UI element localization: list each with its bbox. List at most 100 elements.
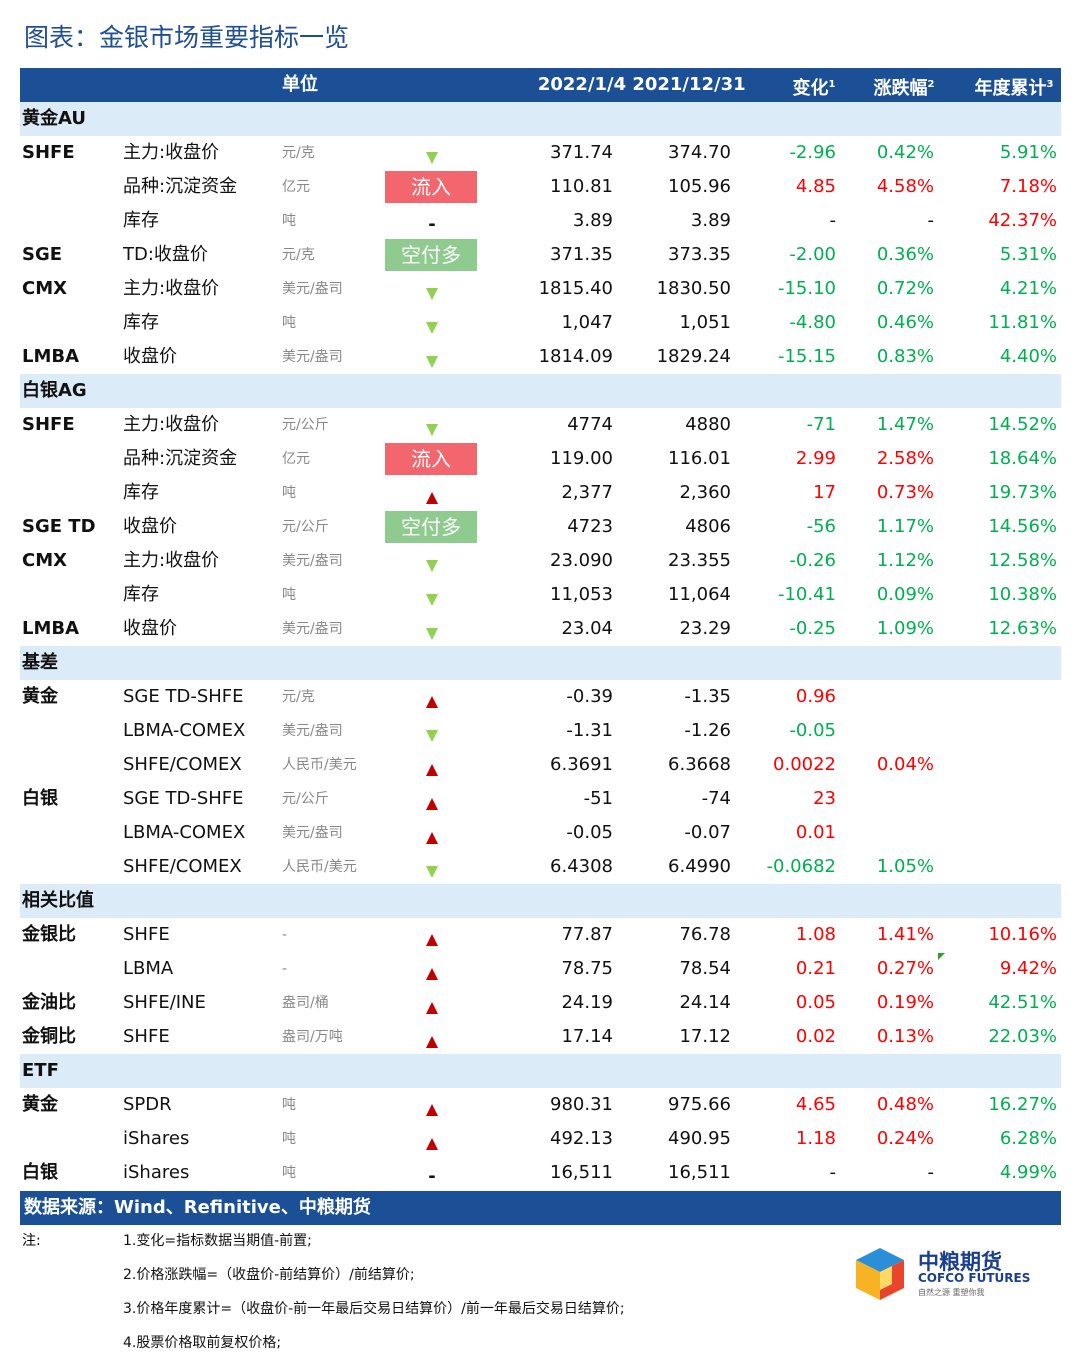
row-unit: - (282, 961, 288, 977)
signal-arrow (425, 490, 439, 504)
value-previous: 1830.50 (656, 278, 731, 299)
arrow (426, 424, 438, 436)
value-change: - (829, 210, 837, 231)
row-item: SHFE (123, 1026, 170, 1047)
row-group: LMBA (22, 346, 80, 367)
row-group: LMBA (22, 618, 80, 639)
value-change: 17 (813, 482, 836, 503)
value-change: -0.25 (789, 618, 836, 639)
arrow (426, 288, 438, 300)
value-current: 119.00 (550, 448, 613, 469)
arrow (426, 764, 438, 776)
row-unit: 亿元 (282, 451, 310, 467)
section-band (20, 102, 1061, 136)
value-pct: 0.46% (876, 312, 934, 333)
row-item: LBMA (123, 958, 174, 979)
row-group: SGE (22, 244, 63, 265)
value-previous: 3.89 (690, 210, 731, 231)
row-group: 金铜比 (22, 1026, 76, 1047)
header-unit-text: 单位 (282, 74, 318, 95)
row-item: 收盘价 (123, 346, 177, 367)
arrow (426, 560, 438, 572)
row-unit: 美元/盎司 (282, 723, 343, 739)
row-item: 库存 (123, 584, 159, 605)
row-unit: 美元/盎司 (282, 621, 343, 637)
badge: 空付多 (385, 511, 477, 543)
value-change: 1.08 (795, 924, 836, 945)
signal-arrow (425, 422, 439, 436)
section-band (20, 1054, 1061, 1088)
note: 2.价格涨跌幅=（收盘价-前结算价）/前结算价; (123, 1267, 415, 1283)
value-previous: 4880 (685, 414, 731, 435)
value-current: 3.89 (572, 210, 613, 231)
title: 图表：金银市场重要指标一览 (24, 23, 350, 52)
signal-text: - (428, 1166, 436, 1187)
row-item: SHFE (123, 924, 170, 945)
notes-label: 注: (22, 1233, 41, 1249)
row-group: CMX (22, 550, 67, 571)
row-unit: 吨 (282, 1131, 296, 1147)
value-change: -0.05 (789, 720, 836, 741)
row-group: CMX (22, 278, 67, 299)
value-current: 23.04 (561, 618, 613, 639)
value-pct: 0.04% (876, 754, 934, 775)
row-item: SPDR (123, 1094, 172, 1115)
row-item: iShares (123, 1128, 190, 1149)
source-bar (20, 1191, 1061, 1225)
value-current: 1814.09 (538, 346, 613, 367)
value-previous: 1,051 (679, 312, 731, 333)
header-change-sup: 1 (828, 79, 836, 90)
value-ytd: 9.42% (999, 958, 1057, 979)
value-ytd: 6.28% (999, 1128, 1057, 1149)
row-item: LBMA-COMEX (123, 720, 246, 741)
value-current: 371.74 (550, 142, 613, 163)
logo-name: 中粮期货 (918, 1250, 1002, 1274)
signal-arrow (425, 626, 439, 640)
arrow (426, 1138, 438, 1150)
signal-arrow (425, 796, 439, 810)
value-change: 0.0022 (773, 754, 836, 775)
value-pct: 1.41% (876, 924, 934, 945)
value-previous: 975.66 (668, 1094, 731, 1115)
value-pct: 0.73% (876, 482, 934, 503)
header-date2: 2021/12/31 (609, 68, 769, 102)
signal-arrow (425, 1034, 439, 1048)
header-date1: 2022/1/4 (502, 68, 662, 102)
value-change: 4.65 (795, 1094, 836, 1115)
source: 数据来源：Wind、Refinitive、中粮期货 (24, 1197, 371, 1218)
value-current: 2,377 (561, 482, 613, 503)
arrow (426, 594, 438, 606)
value-pct: 0.27% (876, 958, 934, 979)
value-change: 0.01 (795, 822, 836, 843)
row-group: 金银比 (22, 924, 76, 945)
value-current: 980.31 (550, 1094, 613, 1115)
value-previous: -74 (701, 788, 731, 809)
row-item: 品种:沉淀资金 (123, 448, 238, 469)
value-ytd: 22.03% (988, 1026, 1057, 1047)
value-pct: 1.47% (876, 414, 934, 435)
value-pct: 0.13% (876, 1026, 934, 1047)
value-current: -51 (583, 788, 613, 809)
value-ytd: 16.27% (988, 1094, 1057, 1115)
arrow (426, 730, 438, 742)
logo-icon (856, 1248, 904, 1300)
value-pct: - (927, 1162, 935, 1183)
value-ytd: 11.81% (988, 312, 1057, 333)
value-current: -0.05 (566, 822, 613, 843)
value-change: -4.80 (789, 312, 836, 333)
value-pct: 0.36% (876, 244, 934, 265)
value-change: -2.96 (789, 142, 836, 163)
section-title: 相关比值 (22, 890, 94, 911)
row-group: 黄金 (22, 686, 58, 707)
value-current: 17.14 (561, 1026, 613, 1047)
value-previous: 105.96 (668, 176, 731, 197)
row-unit: 美元/盎司 (282, 349, 343, 365)
value-pct: 2.58% (876, 448, 934, 469)
value-pct: 1.09% (876, 618, 934, 639)
value-pct: 0.48% (876, 1094, 934, 1115)
signal-arrow (425, 966, 439, 980)
value-ytd: 4.21% (999, 278, 1057, 299)
signal-arrow (425, 830, 439, 844)
value-current: 78.75 (561, 958, 613, 979)
